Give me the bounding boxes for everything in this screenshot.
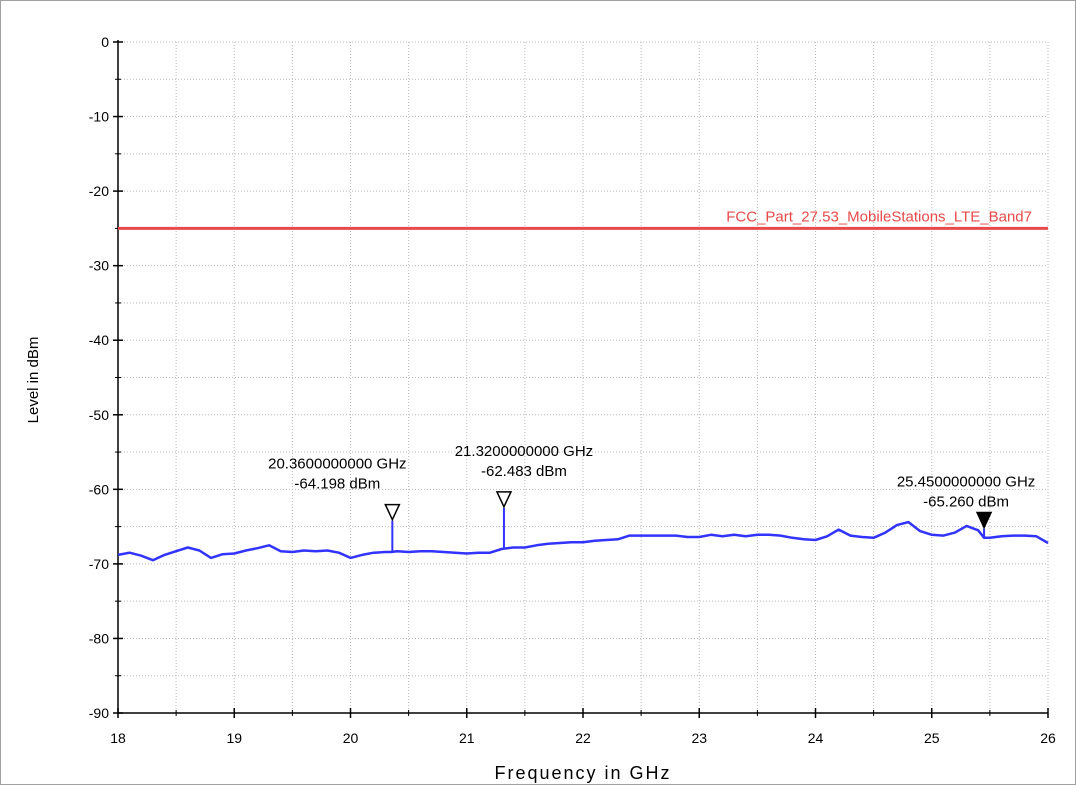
x-tick-label: 25 — [924, 730, 940, 746]
y-tick-label: -30 — [89, 258, 109, 274]
y-tick-label: -60 — [89, 481, 109, 497]
marker-level-label: -65.260 dBm — [923, 494, 1009, 511]
x-axis-title: Frequency in GHz — [494, 763, 671, 783]
x-tick-label: 18 — [110, 730, 126, 746]
marker-level-label: -62.483 dBm — [481, 463, 567, 480]
marker-level-label: -64.198 dBm — [294, 476, 380, 493]
x-tick-label: 21 — [459, 730, 475, 746]
y-tick-label: -90 — [89, 705, 109, 721]
marker-freq-label: 25.4500000000 GHz — [897, 474, 1035, 491]
y-tick-label: -10 — [89, 109, 109, 125]
marker-freq-label: 21.3200000000 GHz — [455, 443, 593, 460]
marker-triangle — [384, 503, 401, 522]
limit-line-group: FCC_Part_27.53_MobileStations_LTE_Band7 — [118, 208, 1048, 230]
x-tick-label: 26 — [1040, 730, 1056, 746]
y-tick-label: 0 — [101, 34, 109, 50]
y-tick-label: -50 — [89, 407, 109, 423]
x-tick-label: 23 — [691, 730, 707, 746]
y-tick-label: -70 — [89, 556, 109, 572]
y-tick-label: -20 — [89, 183, 109, 199]
marker-triangle — [495, 491, 513, 509]
x-tick-label: 20 — [343, 730, 359, 746]
axes: 18 19 20 21 22 23 24 25 26 0 -10 -20 -30 -40 -50 -60 -70… — [89, 34, 1056, 746]
x-tick-label: 22 — [575, 730, 591, 746]
marker-triangle — [975, 511, 993, 530]
trace-group — [117, 520, 1049, 562]
limit-line-label: FCC_Part_27.53_MobileStations_LTE_Band7 — [726, 208, 1032, 225]
y-tick-label: -40 — [89, 332, 109, 348]
x-tick-label: 24 — [808, 730, 824, 746]
y-tick-label: -80 — [89, 630, 109, 646]
series-trace — [117, 520, 1049, 562]
marker-freq-label: 20.3600000000 GHz — [268, 456, 406, 473]
y-axis-title: Level in dBm — [25, 337, 42, 424]
grid — [117, 41, 1049, 714]
x-tick-label: 19 — [226, 730, 242, 746]
marker-group: 20.3600000000 GHz -64.198 dBm 21.320000000… — [268, 443, 1035, 552]
